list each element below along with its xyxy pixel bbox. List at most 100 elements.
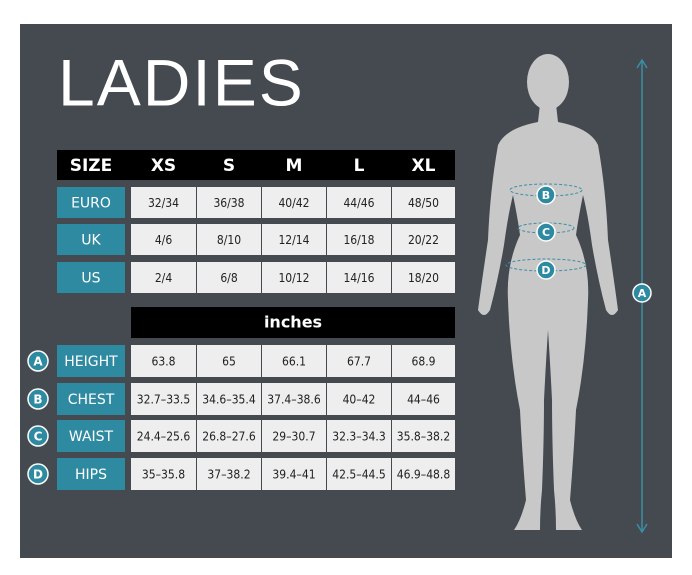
cell-bg: [327, 187, 391, 218]
cell-bg: [197, 262, 261, 293]
marker-letter: B: [33, 393, 42, 407]
cell-bg: [197, 420, 261, 452]
cell-bg: [131, 224, 196, 255]
header-cell: SIZE: [70, 156, 113, 176]
unit-label: inches: [264, 313, 322, 332]
cell: 40/42: [278, 196, 309, 210]
cell: 32.7–33.5: [137, 393, 190, 407]
title: LADIES: [58, 45, 305, 119]
header-cell: S: [223, 156, 235, 176]
header-cell: L: [354, 156, 365, 176]
row-label: HEIGHT: [64, 354, 118, 370]
figure-marker-letter: A: [638, 287, 647, 300]
cell: 67.7: [347, 355, 371, 369]
cell-bg: [262, 345, 326, 377]
row-label-bg: [57, 458, 125, 490]
cell-bg: [327, 224, 391, 255]
unit-bar: [131, 307, 455, 338]
cell-bg: [327, 262, 391, 293]
cell: 10/12: [278, 271, 309, 285]
cell-bg: [392, 458, 455, 490]
row-label: US: [81, 271, 100, 287]
cell-bg: [262, 262, 326, 293]
header-cell: XL: [412, 156, 436, 176]
figure-marker-letter: D: [541, 264, 550, 277]
cell: 48/50: [408, 196, 439, 210]
cell-bg: [131, 458, 196, 490]
cell-bg: [262, 458, 326, 490]
cell-bg: [392, 224, 455, 255]
cell-bg: [392, 383, 455, 415]
cell-bg: [392, 262, 455, 293]
row-label: WAIST: [69, 429, 114, 445]
figure-marker-badge: [632, 283, 652, 303]
cell-bg: [131, 383, 196, 415]
header-bar: [57, 150, 455, 180]
row-label-bg: [57, 262, 125, 293]
cell: 34.6–35.4: [202, 393, 256, 407]
cell-bg: [197, 224, 261, 255]
cell: 32/34: [148, 196, 179, 210]
cell-bg: [392, 187, 455, 218]
cell: 4/6: [155, 233, 173, 247]
cell: 68.9: [411, 355, 435, 369]
cell-bg: [131, 420, 196, 452]
figure-marker-badge: [536, 185, 556, 205]
cell: 40–42: [343, 393, 376, 407]
figure-body: [478, 104, 618, 530]
cell-bg: [262, 420, 326, 452]
row-label-bg: [57, 224, 125, 255]
cell-bg: [327, 383, 391, 415]
marker-badge: [27, 463, 49, 485]
header-cell: XS: [151, 156, 176, 176]
cell: 20/22: [408, 233, 439, 247]
cell: 24.4–25.6: [137, 430, 191, 444]
figure-marker-badge: [536, 222, 556, 242]
cell: 35.8–38.2: [397, 430, 450, 444]
cell-bg: [197, 458, 261, 490]
cell: 29–30.7: [272, 430, 315, 444]
cell-bg: [262, 383, 326, 415]
cell-bg: [131, 345, 196, 377]
cell: 36/38: [213, 196, 244, 210]
cell: 46.9–48.8: [397, 468, 451, 482]
cell: 18/20: [408, 271, 439, 285]
figure-marker-badge: [536, 260, 556, 280]
row-label-bg: [57, 187, 125, 218]
cell-bg: [327, 420, 391, 452]
row-label: HIPS: [75, 467, 107, 483]
marker-letter: C: [34, 430, 43, 444]
cell-bg: [131, 262, 196, 293]
cell-bg: [392, 345, 455, 377]
cell: 37.4–38.6: [267, 393, 321, 407]
cell-bg: [197, 345, 261, 377]
arrow-heads: [636, 58, 648, 534]
cell: 26.8–27.6: [202, 430, 256, 444]
cell: 65: [222, 355, 236, 369]
row-label: EURO: [71, 196, 111, 212]
cell: 2/4: [155, 271, 173, 285]
figure-marker-letter: C: [542, 226, 550, 239]
cell-bg: [392, 420, 455, 452]
cell: 6/8: [220, 271, 238, 285]
marker-letter: A: [33, 355, 43, 369]
cell: 12/14: [278, 233, 309, 247]
cell: 14/16: [343, 271, 374, 285]
marker-badge: [27, 350, 49, 372]
cell: 16/18: [343, 233, 374, 247]
cell: 32.3–34.3: [332, 430, 385, 444]
row-label-bg: [57, 383, 125, 415]
marker-letter: D: [33, 468, 43, 482]
cell: 37–38.2: [207, 468, 250, 482]
cell-bg: [327, 458, 391, 490]
cell-bg: [262, 187, 326, 218]
cell: 63.8: [151, 355, 175, 369]
cell-bg: [262, 224, 326, 255]
cell: 44–46: [407, 393, 440, 407]
cell: 8/10: [217, 233, 241, 247]
marker-badge: [27, 425, 49, 447]
cell: 44/46: [343, 196, 374, 210]
cell: 66.1: [282, 355, 306, 369]
cell-bg: [197, 187, 261, 218]
row-label-bg: [57, 345, 125, 377]
